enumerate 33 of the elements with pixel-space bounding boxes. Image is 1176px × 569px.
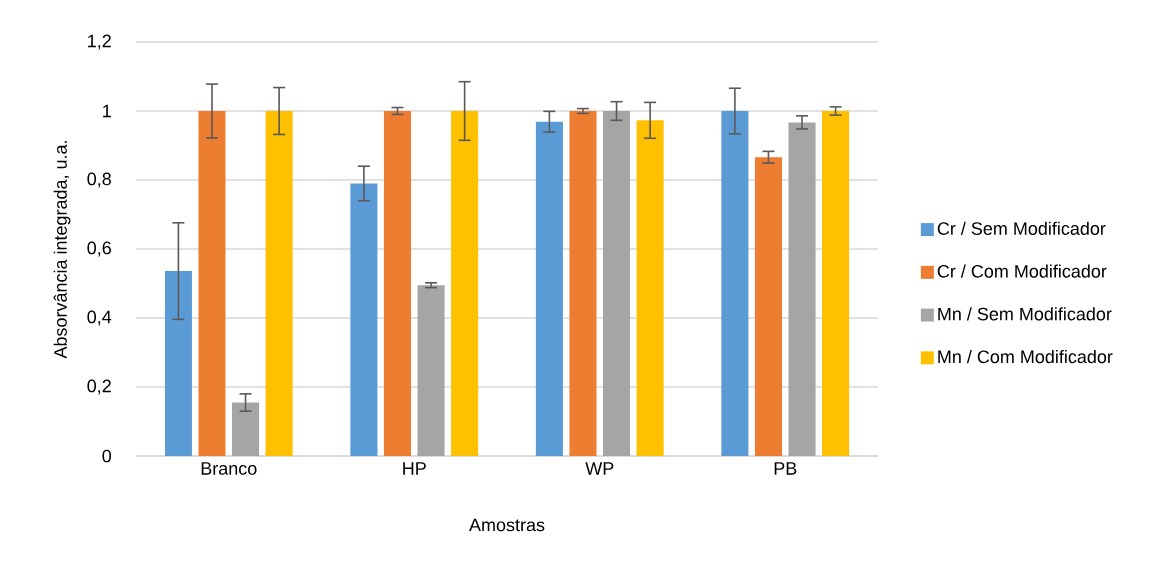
bar: [350, 183, 378, 456]
legend-label: Cr / Com Modificador: [937, 264, 1107, 278]
y-tick-label: 0,8: [87, 172, 111, 188]
bar: [265, 111, 293, 456]
x-tick-label: WP: [585, 462, 614, 475]
bar: [198, 111, 226, 456]
bar: [535, 121, 563, 456]
bar: [603, 111, 631, 456]
y-tick-label: 0,4: [87, 310, 112, 326]
y-tick-label: 0,2: [87, 379, 111, 395]
legend-label: Cr / Sem Modificador: [937, 221, 1106, 235]
y-tick-label: 1: [103, 104, 111, 118]
bar: [822, 111, 850, 456]
y-tick-label: 0,6: [87, 241, 111, 257]
bar: [754, 157, 783, 456]
bar: [788, 122, 816, 456]
bar: [636, 120, 664, 456]
y-tick-label: 1,2: [88, 34, 111, 50]
bar: [451, 111, 479, 456]
bar: [383, 111, 412, 456]
x-tick-label: HP: [403, 462, 426, 475]
legend-label: Mn / Com Modificador: [938, 349, 1113, 364]
bar: [721, 111, 749, 456]
bar: [232, 402, 260, 456]
bar: [417, 285, 445, 456]
x-axis-title: Amostras: [469, 518, 545, 532]
legend-label: Mn / Sem Modificador: [938, 307, 1112, 321]
bar: [164, 271, 192, 456]
y-axis-title: Absorvância integrada, u.a.: [53, 141, 71, 359]
bar: [569, 111, 597, 456]
x-tick-label: PB: [774, 462, 797, 475]
x-tick-label: Branco: [201, 462, 257, 475]
y-tick-label: 0: [102, 449, 112, 463]
